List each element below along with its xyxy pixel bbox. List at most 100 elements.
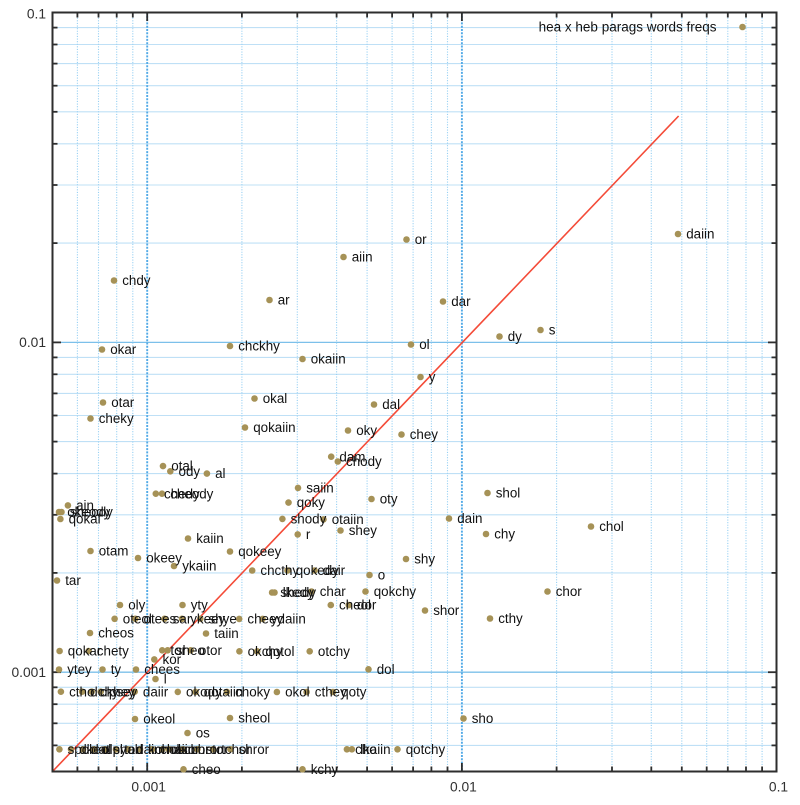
svg-text:olpy: olpy xyxy=(102,742,127,757)
svg-text:cthy: cthy xyxy=(498,611,523,626)
svg-text:chol: chol xyxy=(599,519,624,534)
svg-text:sar: sar xyxy=(173,611,192,626)
svg-text:dkeol: dkeol xyxy=(79,742,111,757)
svg-text:okol: okol xyxy=(285,685,310,700)
svg-text:chety: chety xyxy=(97,644,129,659)
svg-text:otchy: otchy xyxy=(318,644,350,659)
svg-text:sheol: sheol xyxy=(238,711,270,726)
svg-text:shye: shye xyxy=(209,611,237,626)
svg-text:qotchy: qotchy xyxy=(406,742,446,757)
svg-text:otaiin: otaiin xyxy=(332,512,364,527)
svg-text:os: os xyxy=(196,726,210,741)
svg-text:qokedy: qokedy xyxy=(296,563,339,578)
svg-text:char: char xyxy=(320,584,347,599)
svg-text:ain: ain xyxy=(76,498,94,513)
svg-text:qokaiin: qokaiin xyxy=(253,420,295,435)
svg-text:sho: sho xyxy=(472,711,494,726)
svg-text:y: y xyxy=(429,370,436,385)
svg-text:chey: chey xyxy=(410,427,439,442)
svg-text:qoky: qoky xyxy=(297,495,326,510)
svg-text:0.1: 0.1 xyxy=(27,7,46,22)
svg-text:0.01: 0.01 xyxy=(450,780,477,795)
svg-text:okody: okody xyxy=(186,685,222,700)
svg-text:ykeey: ykeey xyxy=(190,611,225,626)
svg-text:ol: ol xyxy=(419,337,429,352)
svg-text:otar: otar xyxy=(111,395,135,410)
svg-text:otal: otal xyxy=(171,459,193,474)
svg-text:choky: choky xyxy=(235,685,270,700)
svg-text:cthey: cthey xyxy=(315,685,347,700)
svg-text:lkedy: lkedy xyxy=(283,585,315,600)
svg-text:chcthy: chcthy xyxy=(260,563,299,578)
svg-text:0.001: 0.001 xyxy=(11,665,46,680)
svg-text:lkaiin: lkaiin xyxy=(360,742,391,757)
svg-text:kchy: kchy xyxy=(311,762,339,777)
svg-text:daim: daim xyxy=(136,742,165,757)
svg-text:qokeey: qokeey xyxy=(238,544,281,559)
svg-text:ckhey: ckhey xyxy=(100,684,135,699)
svg-text:shol: shol xyxy=(496,486,521,501)
svg-text:yty: yty xyxy=(191,598,208,613)
svg-text:qokchy: qokchy xyxy=(374,584,417,599)
svg-text:hea x heb parags words freqs: hea x heb parags words freqs xyxy=(539,20,717,35)
svg-text:shody: shody xyxy=(291,512,327,527)
svg-text:chody: chody xyxy=(346,454,382,469)
svg-text:r: r xyxy=(306,527,311,542)
svg-text:ytey: ytey xyxy=(67,662,92,677)
svg-text:stor: stor xyxy=(206,742,229,757)
svg-text:dar: dar xyxy=(451,294,471,309)
svg-text:chedy: chedy xyxy=(164,486,200,501)
svg-text:cheo: cheo xyxy=(192,762,221,777)
svg-text:shey: shey xyxy=(349,523,378,538)
svg-text:tar: tar xyxy=(65,573,81,588)
svg-text:chaiin: chaiin xyxy=(160,742,195,757)
svg-text:daiir: daiir xyxy=(143,684,169,699)
svg-text:cheky: cheky xyxy=(99,411,134,426)
svg-text:dal: dal xyxy=(382,397,400,412)
svg-text:cheol: cheol xyxy=(339,598,371,613)
svg-text:chckhy: chckhy xyxy=(238,339,280,354)
svg-text:dam: dam xyxy=(339,449,365,464)
svg-text:oky: oky xyxy=(356,423,377,438)
svg-text:tchor: tchor xyxy=(221,742,251,757)
svg-text:chees: chees xyxy=(144,662,180,677)
svg-text:otam: otam xyxy=(99,544,129,559)
svg-text:dy: dy xyxy=(508,329,522,344)
svg-text:shy: shy xyxy=(414,552,435,567)
svg-text:aiin: aiin xyxy=(352,250,373,265)
svg-text:tor: tor xyxy=(170,643,186,658)
svg-text:cheody: cheody xyxy=(170,486,213,501)
svg-text:qokal: qokal xyxy=(69,512,101,527)
svg-text:chror: chror xyxy=(191,742,222,757)
svg-text:o: o xyxy=(378,568,385,583)
svg-text:spol: spol xyxy=(68,742,93,757)
svg-text:sheo: sheo xyxy=(176,643,205,658)
svg-text:ty: ty xyxy=(111,662,122,677)
svg-text:okeey: okeey xyxy=(146,551,182,566)
svg-text:s: s xyxy=(549,323,556,338)
svg-text:ctho: ctho xyxy=(69,684,94,699)
svg-text:chdy: chdy xyxy=(122,273,151,288)
svg-text:okchy: okchy xyxy=(248,644,283,659)
svg-text:ody: ody xyxy=(179,464,201,479)
svg-text:kchol: kchol xyxy=(148,742,179,757)
svg-text:oly: oly xyxy=(128,598,145,613)
svg-text:ar: ar xyxy=(278,293,290,308)
svg-text:or: or xyxy=(415,232,427,247)
svg-text:olsor: olsor xyxy=(171,742,201,757)
svg-text:0.001: 0.001 xyxy=(131,780,166,795)
svg-text:okeody: okeody xyxy=(67,505,110,520)
svg-text:sheody: sheody xyxy=(70,505,113,520)
svg-text:oteol: oteol xyxy=(123,611,152,626)
svg-text:dat: dat xyxy=(91,742,110,757)
svg-text:otor: otor xyxy=(199,643,223,658)
svg-text:ykaiin: ykaiin xyxy=(182,559,216,574)
svg-text:cheos: cheos xyxy=(98,626,134,641)
svg-text:chor: chor xyxy=(556,584,583,599)
svg-text:tod: tod xyxy=(124,742,143,757)
svg-text:oty: oty xyxy=(380,492,398,507)
svg-text:dor: dor xyxy=(357,598,377,613)
svg-text:qotol: qotol xyxy=(265,644,294,659)
svg-text:dol: dol xyxy=(377,662,395,677)
svg-text:saiin: saiin xyxy=(306,481,334,496)
